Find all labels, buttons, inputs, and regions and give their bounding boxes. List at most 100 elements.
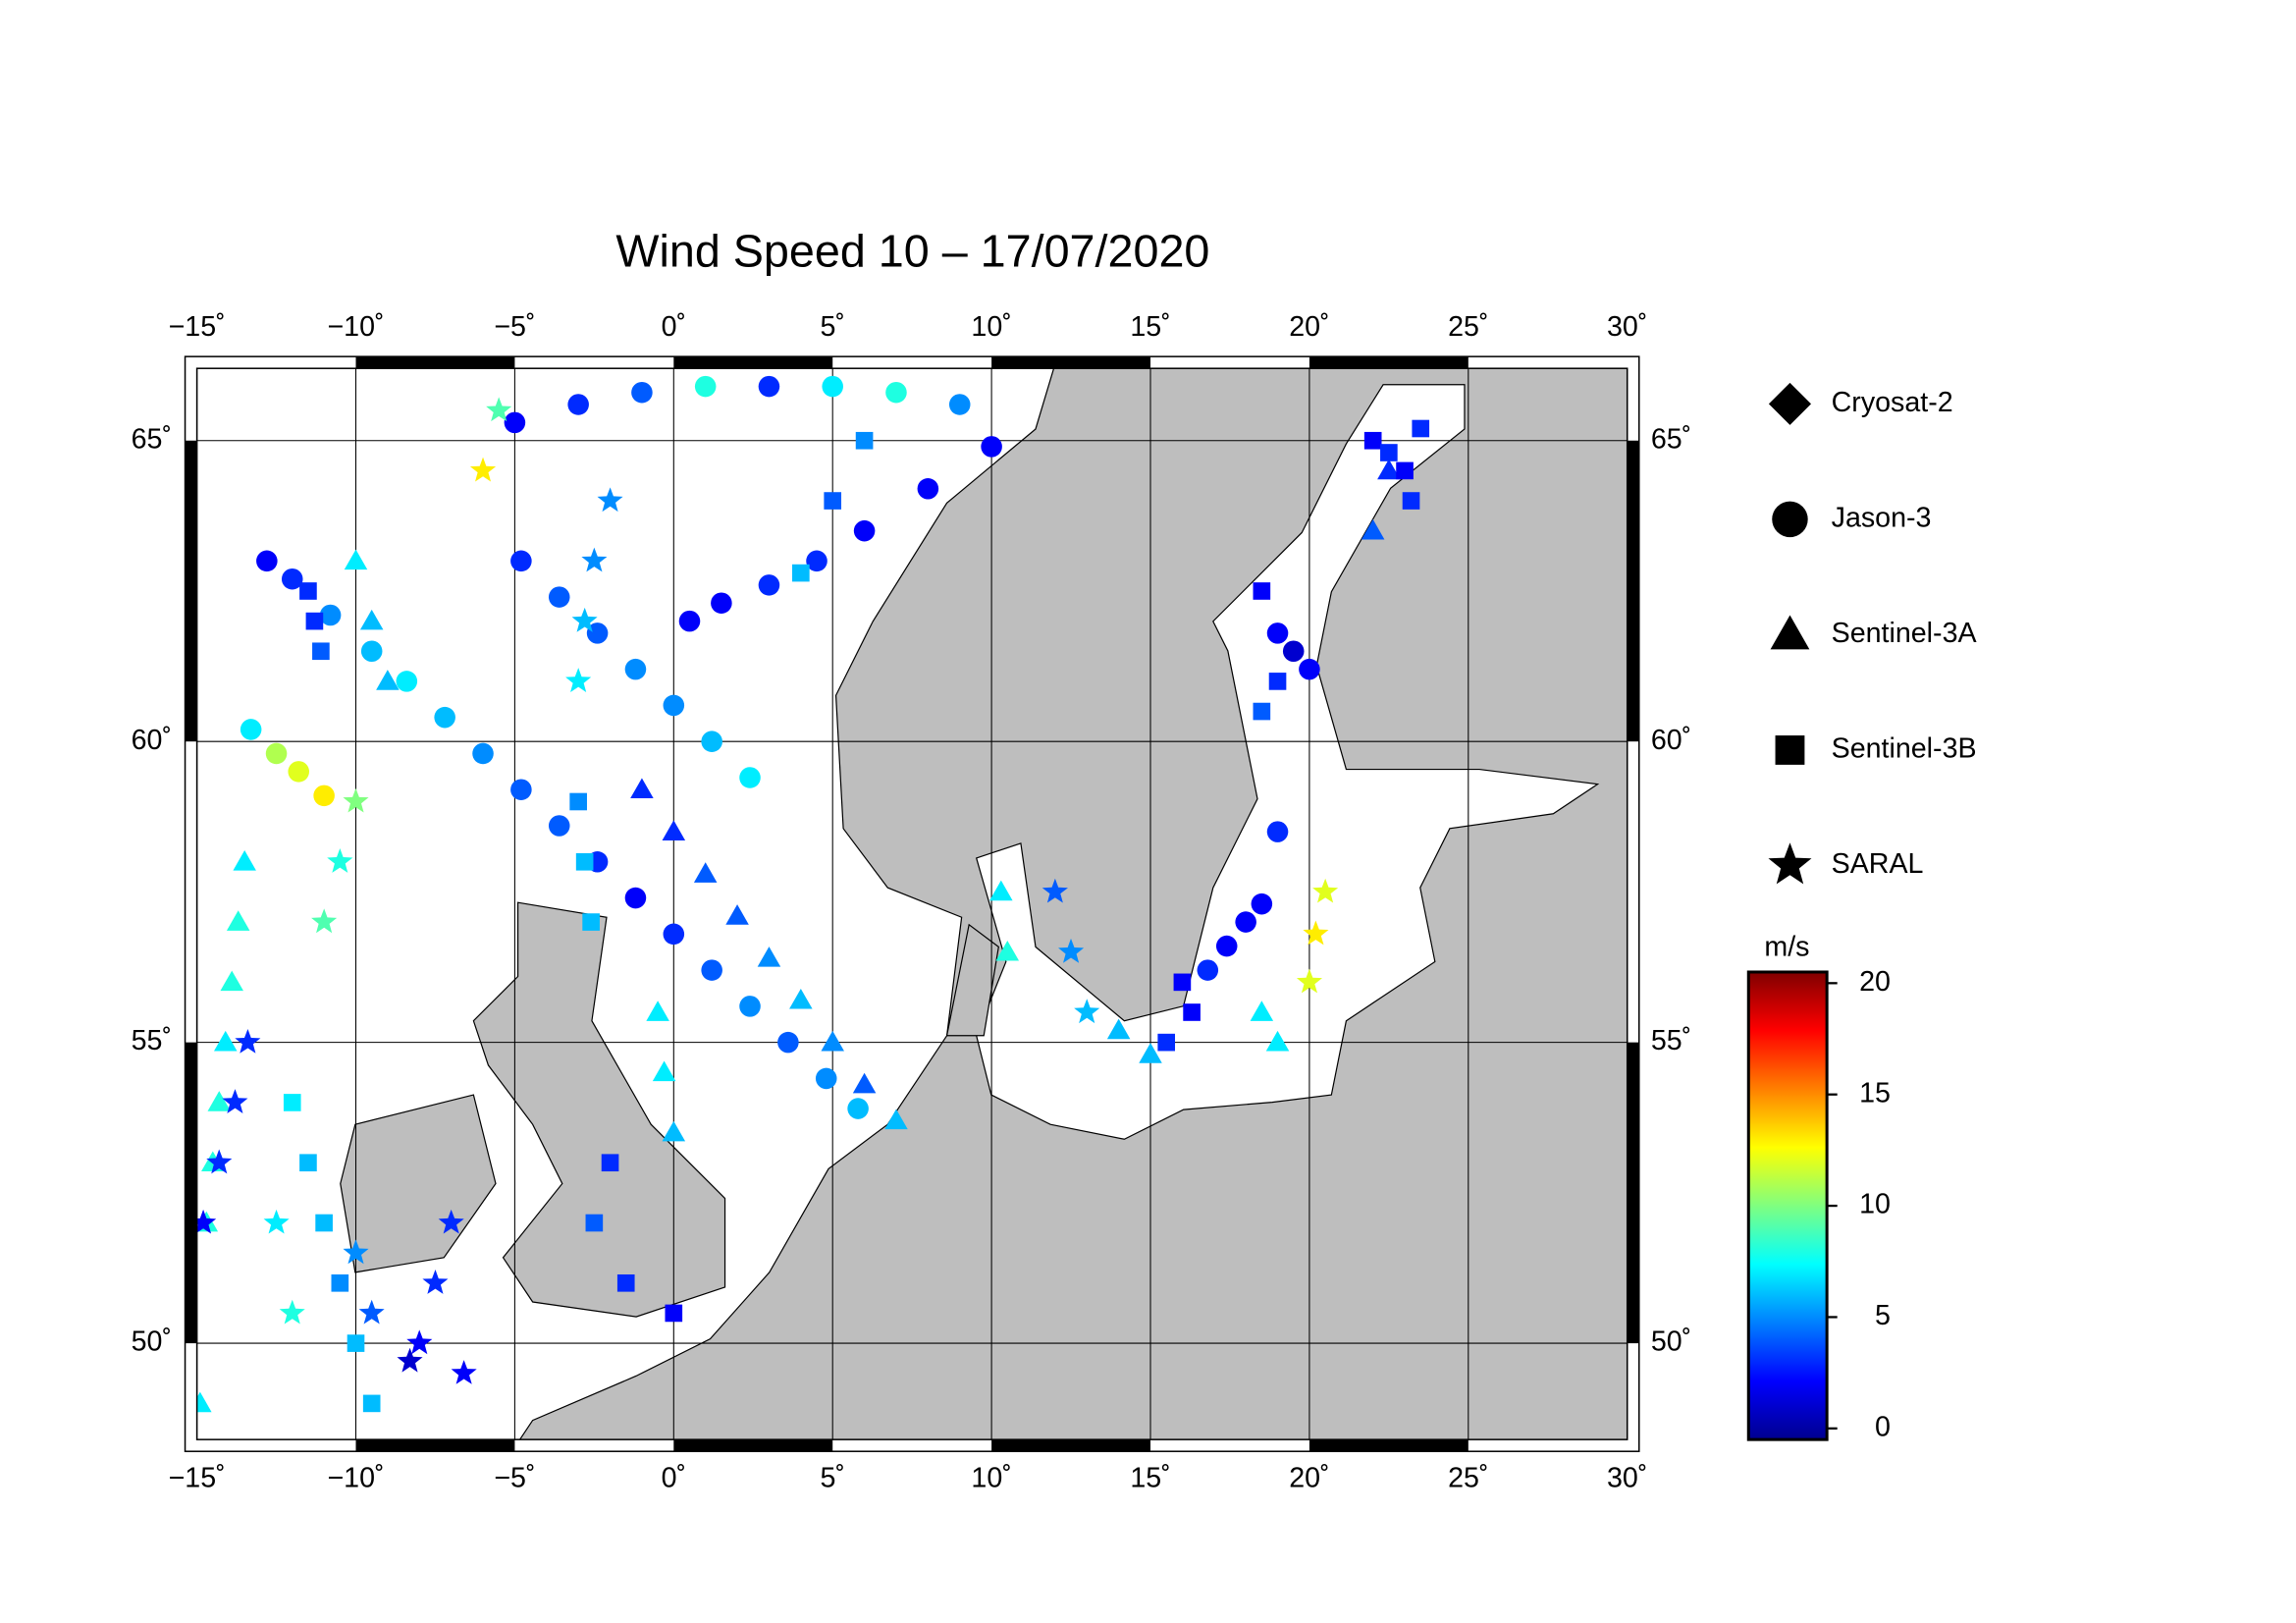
observation	[855, 431, 874, 450]
observation	[486, 397, 512, 422]
frame-bar	[673, 356, 833, 369]
observation	[847, 1098, 869, 1119]
observations	[196, 375, 1430, 1413]
colorbar-tick-label: 0	[1875, 1411, 1891, 1442]
x-tick-label: −5˚	[494, 311, 535, 343]
y-tick-label: 65˚	[132, 423, 172, 455]
x-tick-label: 15˚	[1130, 1462, 1170, 1493]
observation	[663, 694, 685, 717]
observation	[312, 642, 330, 661]
observation	[601, 1154, 619, 1172]
y-tick-label: 65˚	[1651, 423, 1691, 455]
observation	[226, 910, 250, 931]
colorbar-tick-label: 15	[1859, 1077, 1891, 1109]
x-tick-label: −10˚	[327, 311, 384, 343]
observation	[299, 582, 317, 600]
observation	[711, 592, 732, 615]
observation	[758, 375, 780, 398]
observation	[1251, 893, 1273, 915]
sea-baltic	[975, 384, 1600, 1140]
observation	[281, 568, 303, 590]
observation	[406, 1329, 433, 1355]
observation	[1215, 935, 1238, 957]
observation	[344, 549, 368, 570]
observation	[359, 609, 384, 630]
observation	[451, 1360, 477, 1384]
observation	[1312, 878, 1339, 903]
observation	[1282, 640, 1305, 663]
observation	[981, 436, 1002, 458]
observation	[678, 610, 701, 632]
observation	[757, 947, 781, 967]
observation	[299, 1154, 317, 1172]
denmark	[945, 923, 999, 1037]
observation	[263, 1209, 290, 1234]
observation	[815, 1067, 837, 1090]
observation	[347, 1334, 365, 1352]
observation	[1235, 911, 1256, 933]
observation	[824, 492, 842, 510]
observation	[852, 1072, 877, 1094]
observation	[663, 923, 685, 946]
frame-bar	[185, 1042, 197, 1344]
observation	[693, 862, 718, 883]
x-tick-label: 10˚	[971, 311, 1011, 343]
observation	[739, 767, 761, 788]
observation	[725, 904, 749, 925]
observation	[472, 742, 494, 765]
observation	[504, 411, 526, 434]
observation	[196, 1391, 212, 1413]
frame-bar	[1308, 1439, 1468, 1452]
frame-bar	[673, 1439, 833, 1452]
legend-label: Cryosat-2	[1832, 387, 1953, 418]
observation	[821, 1030, 844, 1052]
observation	[434, 706, 455, 729]
legend-symbol	[1768, 842, 1812, 885]
observation	[665, 1304, 683, 1323]
x-tick-label: 15˚	[1130, 311, 1170, 343]
observation	[510, 779, 532, 801]
observation	[1402, 492, 1420, 510]
observation	[789, 988, 813, 1009]
observation	[469, 457, 497, 482]
observation	[438, 1209, 464, 1234]
observation	[1266, 622, 1289, 644]
observation	[575, 852, 594, 871]
observation	[624, 887, 647, 909]
colorbar-label: m/s	[1764, 931, 1809, 962]
observation	[1266, 821, 1289, 842]
observation	[995, 940, 1020, 961]
observation	[1157, 1033, 1176, 1052]
x-tick-label: 0˚	[662, 311, 686, 343]
observation	[1058, 938, 1085, 963]
legend-label: Sentinel-3B	[1832, 733, 1977, 765]
frame-bar	[1627, 440, 1639, 742]
frame-bar	[991, 1439, 1151, 1452]
x-tick-label: 30˚	[1607, 1462, 1647, 1493]
observation	[311, 908, 338, 934]
observation	[585, 1214, 604, 1232]
observation	[1361, 518, 1385, 540]
observation	[1412, 419, 1430, 438]
plot-border	[195, 367, 1629, 1440]
colorbar: m/s 0 5 10 15 20	[1746, 931, 1891, 1442]
y-tick-label: 60˚	[132, 725, 172, 756]
observation	[822, 375, 843, 398]
legend-symbol	[1775, 735, 1805, 765]
chart-title: Wind Speed 10 – 17/07/2020	[615, 226, 1209, 277]
observation	[569, 792, 587, 811]
y-tick-label: 50˚	[132, 1326, 172, 1358]
observation	[220, 970, 243, 992]
x-tick-label: −5˚	[494, 1462, 535, 1493]
observation	[256, 550, 278, 572]
observation	[1041, 878, 1068, 903]
observation	[884, 1109, 908, 1130]
observation	[701, 730, 722, 752]
observation	[616, 1273, 635, 1292]
colorbar-tick-label: 5	[1875, 1300, 1891, 1331]
frame-bar	[355, 356, 515, 369]
observation	[315, 1214, 333, 1232]
observation	[1377, 459, 1401, 480]
x-tick-label: 20˚	[1289, 311, 1329, 343]
